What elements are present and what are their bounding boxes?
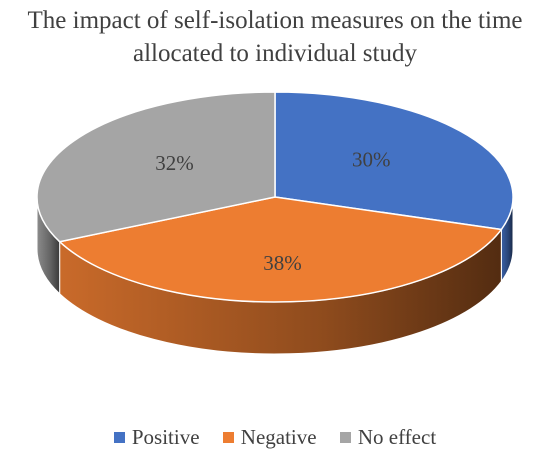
data-label-no-effect: 32% [155, 151, 194, 175]
pie-slice-negative [58, 196, 503, 303]
data-label-negative: 38% [263, 251, 302, 275]
chart-title-line-1: The impact of self-isolation measures on… [27, 7, 523, 34]
chart-title-line-2: allocated to individual study [133, 40, 417, 67]
pie-data-labels: 30% 38% 32% [155, 148, 390, 275]
legend-swatch-positive [113, 432, 125, 443]
chart-title: The impact of self-isolation measures on… [0, 4, 550, 70]
legend-swatch-negative [222, 432, 234, 443]
legend-label-negative: Negative [240, 425, 317, 449]
legend-label-positive: Positive [131, 425, 200, 449]
legend-item-no-effect: No effect [339, 425, 437, 450]
legend-item-positive: Positive [113, 425, 200, 450]
legend-swatch-no-effect [339, 432, 351, 443]
pie-slice-positive [274, 91, 514, 231]
data-label-positive: 30% [352, 148, 391, 172]
pie-slice-no-effect [36, 91, 276, 243]
pie-slices [36, 91, 514, 303]
legend-label-no-effect: No effect [357, 425, 437, 449]
legend-item-negative: Negative [222, 425, 317, 450]
chart-legend: Positive Negative No effect [0, 425, 550, 450]
